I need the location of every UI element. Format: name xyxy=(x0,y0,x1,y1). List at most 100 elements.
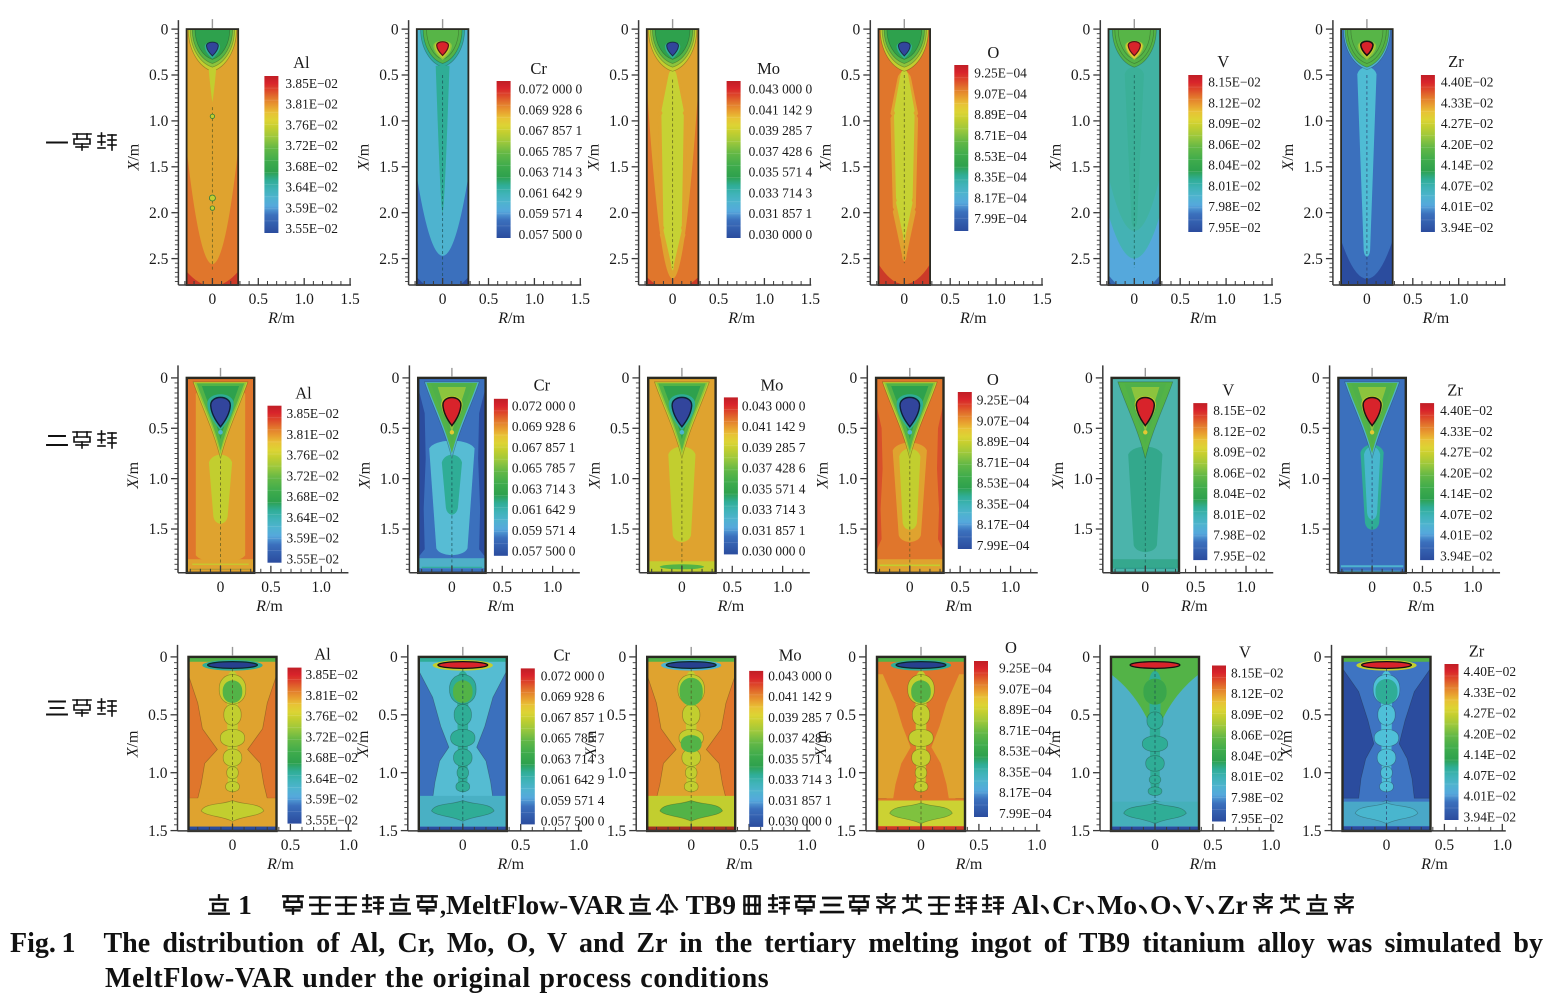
svg-text:0: 0 xyxy=(217,579,225,596)
svg-text:0.072 000 0: 0.072 000 0 xyxy=(541,668,605,683)
svg-text:8.53E−04: 8.53E−04 xyxy=(999,744,1052,759)
svg-text:0.057 500 0: 0.057 500 0 xyxy=(519,227,583,242)
svg-text:0.5: 0.5 xyxy=(951,579,971,596)
svg-text:4.14E−02: 4.14E−02 xyxy=(1441,158,1494,173)
svg-text:4.01E−02: 4.01E−02 xyxy=(1441,199,1494,214)
svg-text:0.041 142 9: 0.041 142 9 xyxy=(749,102,813,117)
svg-text:R/m: R/m xyxy=(959,310,987,327)
svg-text:4.07E−02: 4.07E−02 xyxy=(1440,507,1493,522)
svg-text:0.5: 0.5 xyxy=(379,67,399,84)
svg-text:R/m: R/m xyxy=(487,598,515,615)
svg-text:8.01E−02: 8.01E−02 xyxy=(1208,178,1261,193)
svg-text:8.04E−02: 8.04E−02 xyxy=(1208,158,1261,173)
svg-text:Mo: Mo xyxy=(760,376,783,395)
svg-text:0.5: 0.5 xyxy=(511,837,531,854)
svg-text:2.0: 2.0 xyxy=(609,205,629,222)
svg-text:0.030 000 0: 0.030 000 0 xyxy=(768,814,832,829)
svg-text:3.94E−02: 3.94E−02 xyxy=(1440,549,1493,564)
svg-text:3.59E−02: 3.59E−02 xyxy=(287,531,340,546)
svg-text:1.0: 1.0 xyxy=(1236,579,1256,596)
svg-text:O: O xyxy=(987,43,999,62)
svg-text:R/m: R/m xyxy=(1422,310,1450,327)
svg-text:0: 0 xyxy=(1312,370,1320,387)
svg-text:X/m: X/m xyxy=(1279,730,1296,758)
svg-text:0: 0 xyxy=(621,21,629,38)
svg-text:1.5: 1.5 xyxy=(340,291,360,308)
svg-text:8.06E−02: 8.06E−02 xyxy=(1213,465,1266,480)
svg-text:8.06E−02: 8.06E−02 xyxy=(1231,728,1284,743)
svg-text:0.035 571 4: 0.035 571 4 xyxy=(742,481,806,496)
svg-text:4.33E−02: 4.33E−02 xyxy=(1464,685,1517,700)
svg-text:0: 0 xyxy=(1315,21,1323,38)
svg-text:1.5: 1.5 xyxy=(1300,521,1320,538)
svg-text:8.53E−04: 8.53E−04 xyxy=(974,149,1027,164)
svg-text:8.15E−02: 8.15E−02 xyxy=(1231,665,1284,680)
svg-text:8.17E−04: 8.17E−04 xyxy=(999,785,1052,800)
svg-text:Cr: Cr xyxy=(530,59,547,78)
svg-text:3.55E−02: 3.55E−02 xyxy=(285,221,338,236)
svg-text:0: 0 xyxy=(459,837,467,854)
svg-text:0.5: 0.5 xyxy=(380,421,400,438)
svg-text:R/m: R/m xyxy=(266,856,294,873)
svg-text:8.15E−02: 8.15E−02 xyxy=(1208,75,1261,90)
svg-text:0.035 571 4: 0.035 571 4 xyxy=(749,165,813,180)
svg-text:2.0: 2.0 xyxy=(1304,205,1324,222)
svg-text:1.0: 1.0 xyxy=(1001,579,1021,596)
svg-text:0.5: 0.5 xyxy=(1435,837,1455,854)
svg-text:8.12E−02: 8.12E−02 xyxy=(1208,95,1261,110)
svg-text:9.07E−04: 9.07E−04 xyxy=(974,87,1027,102)
svg-text:2.0: 2.0 xyxy=(379,205,399,222)
svg-text:0.5: 0.5 xyxy=(1171,291,1191,308)
svg-text:X/m: X/m xyxy=(814,461,831,489)
svg-text:3.68E−02: 3.68E−02 xyxy=(306,750,359,765)
svg-text:1.5: 1.5 xyxy=(378,823,398,840)
svg-text:1.5: 1.5 xyxy=(1073,521,1093,538)
svg-text:0.5: 0.5 xyxy=(607,707,627,724)
svg-text:4.40E−02: 4.40E−02 xyxy=(1440,403,1493,418)
svg-text:1.5: 1.5 xyxy=(1304,159,1324,176)
svg-text:4.40E−02: 4.40E−02 xyxy=(1464,664,1517,679)
svg-text:0.031 857 1: 0.031 857 1 xyxy=(742,523,806,538)
svg-text:2.5: 2.5 xyxy=(1071,251,1091,268)
svg-text:Cr: Cr xyxy=(534,376,551,395)
svg-text:7.98E−02: 7.98E−02 xyxy=(1208,199,1261,214)
svg-text:X/m: X/m xyxy=(1050,461,1067,489)
svg-text:0: 0 xyxy=(1151,837,1159,854)
svg-text:1.0: 1.0 xyxy=(1027,837,1047,854)
svg-text:3.85E−02: 3.85E−02 xyxy=(287,406,340,421)
svg-text:1.0: 1.0 xyxy=(755,291,775,308)
svg-text:0.072 000 0: 0.072 000 0 xyxy=(519,82,583,97)
svg-text:0: 0 xyxy=(1368,579,1376,596)
svg-text:0.5: 0.5 xyxy=(723,579,743,596)
svg-text:R/m: R/m xyxy=(725,856,753,873)
svg-text:Cr: Cr xyxy=(554,646,571,665)
svg-text:R/m: R/m xyxy=(496,856,524,873)
svg-text:9.25E−04: 9.25E−04 xyxy=(999,661,1052,676)
svg-text:R/m: R/m xyxy=(1189,856,1217,873)
svg-text:0.5: 0.5 xyxy=(841,67,861,84)
svg-text:1.5: 1.5 xyxy=(1071,823,1091,840)
svg-text:8.09E−02: 8.09E−02 xyxy=(1208,116,1261,131)
svg-text:4.14E−02: 4.14E−02 xyxy=(1464,747,1517,762)
svg-text:X/m: X/m xyxy=(125,730,142,758)
svg-text:O: O xyxy=(1005,638,1017,657)
svg-text:0.031 857 1: 0.031 857 1 xyxy=(768,793,832,808)
svg-text:1.5: 1.5 xyxy=(1032,291,1052,308)
svg-text:0.5: 0.5 xyxy=(261,579,281,596)
svg-text:9.25E−04: 9.25E−04 xyxy=(974,66,1027,81)
svg-text:3.64E−02: 3.64E−02 xyxy=(287,510,340,525)
svg-text:8.17E−04: 8.17E−04 xyxy=(974,190,1027,205)
svg-text:3.59E−02: 3.59E−02 xyxy=(306,792,359,807)
svg-text:1.0: 1.0 xyxy=(148,765,168,782)
svg-text:1.5: 1.5 xyxy=(149,159,169,176)
svg-text:3.85E−02: 3.85E−02 xyxy=(306,667,359,682)
svg-text:4.27E−02: 4.27E−02 xyxy=(1464,706,1517,721)
svg-text:3.76E−02: 3.76E−02 xyxy=(306,709,359,724)
svg-text:4.33E−02: 4.33E−02 xyxy=(1441,95,1494,110)
svg-text:1.0: 1.0 xyxy=(1449,291,1469,308)
svg-text:0: 0 xyxy=(1082,649,1090,666)
svg-text:4.27E−02: 4.27E−02 xyxy=(1441,116,1494,131)
svg-text:0.061 642 9: 0.061 642 9 xyxy=(541,772,605,787)
svg-text:0.039 285 7: 0.039 285 7 xyxy=(742,440,806,455)
svg-text:3.81E−02: 3.81E−02 xyxy=(285,97,338,112)
